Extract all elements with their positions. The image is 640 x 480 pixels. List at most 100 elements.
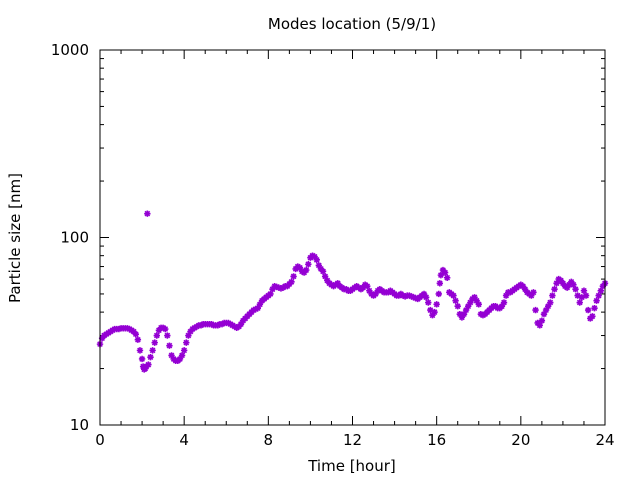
data-point — [593, 297, 600, 304]
data-point — [303, 266, 310, 274]
data-point — [399, 292, 407, 299]
x-axis-label: Time [hour] — [307, 457, 396, 475]
data-point — [530, 289, 537, 296]
data-point — [408, 293, 415, 300]
data-point — [138, 355, 146, 363]
data-point — [521, 285, 529, 293]
data-point — [475, 301, 482, 308]
data-point — [563, 284, 571, 291]
data-point — [441, 269, 449, 276]
data-point — [429, 312, 436, 319]
data-point — [599, 282, 607, 290]
data-point — [290, 273, 297, 280]
data-point — [178, 352, 186, 359]
data-point — [460, 310, 468, 318]
axis-ticks: 0 4 8 12 16 20 24 10 100 1000 — [51, 41, 615, 449]
data-point — [589, 313, 596, 320]
data-point — [584, 306, 592, 314]
data-point — [183, 339, 190, 346]
data-point — [359, 284, 367, 291]
data-point — [568, 278, 575, 286]
data-point — [321, 273, 329, 280]
data-point — [185, 332, 192, 339]
data-point — [582, 292, 590, 299]
data-point — [144, 210, 151, 217]
data-point — [168, 352, 175, 359]
data-point — [153, 332, 161, 339]
data-point — [319, 268, 327, 275]
data-point — [547, 299, 554, 306]
data-point — [132, 330, 139, 338]
data-point — [372, 290, 379, 298]
data-point — [134, 336, 142, 343]
y-tick-label: 10 — [70, 416, 89, 434]
data-point — [473, 297, 480, 304]
data-point — [570, 281, 577, 288]
y-tick-label: 100 — [60, 229, 89, 247]
data-point — [557, 277, 565, 284]
data-point — [296, 264, 304, 271]
data-point — [536, 322, 543, 329]
data-point — [427, 306, 434, 314]
data-point — [553, 280, 560, 287]
data-point — [595, 292, 602, 299]
data-point — [151, 339, 158, 346]
data-point — [574, 292, 581, 299]
data-point — [502, 292, 510, 299]
data-points — [96, 210, 609, 373]
data-point — [435, 290, 442, 298]
x-tick-label: 4 — [179, 431, 189, 449]
data-point — [166, 342, 173, 349]
data-point — [519, 282, 527, 290]
data-point — [467, 299, 474, 306]
x-tick-label: 16 — [427, 431, 446, 449]
data-point — [406, 292, 413, 299]
data-point — [311, 253, 318, 260]
x-tick-label: 0 — [95, 431, 105, 449]
data-point — [591, 304, 598, 312]
data-point — [471, 294, 478, 301]
data-point — [420, 290, 428, 298]
data-point — [540, 310, 548, 318]
data-point — [267, 290, 274, 298]
data-point — [410, 294, 417, 301]
chart-title: Modes location (5/9/1) — [268, 15, 436, 33]
data-point — [549, 292, 556, 299]
x-tick-label: 8 — [264, 431, 274, 449]
data-point — [164, 332, 171, 339]
data-point — [422, 294, 430, 301]
data-point — [578, 294, 586, 301]
data-point — [538, 317, 546, 324]
data-point — [454, 303, 461, 310]
data-point — [324, 277, 331, 284]
data-point — [559, 280, 567, 287]
data-point — [566, 281, 573, 288]
data-point — [130, 328, 137, 335]
data-point — [433, 301, 440, 308]
data-point — [425, 299, 432, 306]
data-point — [528, 292, 535, 299]
data-point — [149, 347, 156, 354]
data-point — [450, 292, 457, 299]
data-point — [572, 285, 579, 293]
data-point — [437, 271, 445, 279]
data-point — [401, 293, 409, 300]
data-point — [431, 308, 438, 316]
data-point — [254, 304, 262, 312]
data-point — [269, 285, 276, 293]
data-point — [544, 303, 552, 310]
data-point — [456, 310, 464, 318]
data-point — [145, 361, 152, 368]
data-point — [180, 347, 188, 354]
data-point — [498, 303, 506, 310]
data-point — [162, 325, 169, 333]
data-point — [288, 278, 295, 286]
data-point — [436, 280, 444, 287]
data-point — [462, 306, 470, 314]
data-point — [237, 320, 245, 328]
data-point — [136, 347, 144, 354]
data-point — [256, 301, 264, 308]
y-axis-label: Particle size [nm] — [6, 173, 24, 303]
x-tick-label: 12 — [343, 431, 362, 449]
